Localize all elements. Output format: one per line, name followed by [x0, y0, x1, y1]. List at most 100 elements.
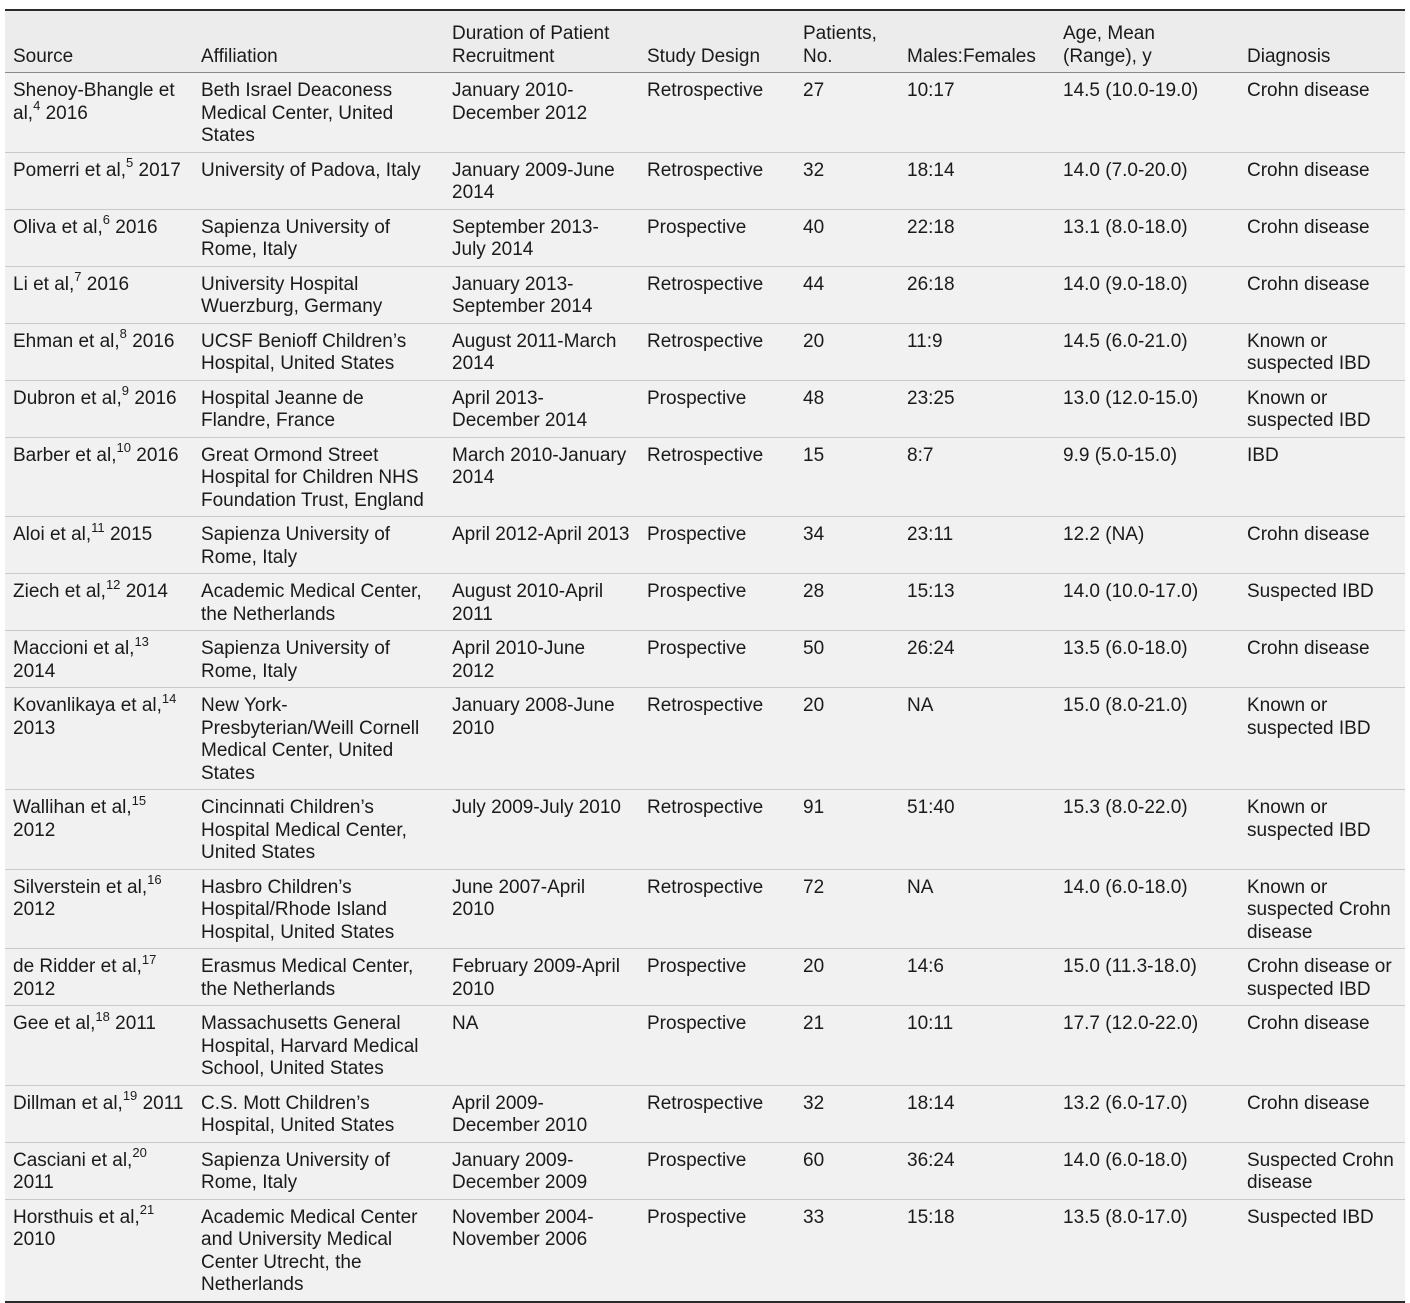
cell-duration: November 2004-November 2006 [452, 1206, 594, 1251]
source-year: 2016 [132, 330, 175, 352]
cell-duration: April 2012-April 2013 [452, 524, 630, 545]
cell-duration: April 2013-December 2014 [452, 387, 588, 432]
cell-diagnosis: Known or suspected IBD [1247, 330, 1371, 375]
cell-source: Wallihan et al,15 2012 [5, 790, 193, 870]
source-year: 2011 [13, 1172, 54, 1193]
cell-males-females: 10:17 [907, 80, 955, 101]
cell-source: Pomerri et al,5 2017 [5, 152, 193, 209]
cell-patients: 32 [803, 159, 825, 181]
cell-age: 14.0 (10.0-17.0) [1063, 581, 1199, 602]
cell-affiliation: C.S. Mott Children’s Hospital, United St… [201, 1092, 395, 1137]
cell-diagnosis: Crohn disease [1247, 1013, 1370, 1034]
cell-patients: 34 [803, 524, 825, 545]
cell-source: Maccioni et al,13 2014 [5, 631, 193, 688]
source-author: Horsthuis et al, [13, 1206, 140, 1228]
cell-affiliation: Massachusetts General Hospital, Harvard … [201, 1013, 419, 1079]
table-row: Aloi et al,11 2015 Sapienza University of… [5, 516, 1405, 574]
cell-source: Shenoy-Bhangle et al,4 2016 [5, 73, 193, 153]
source-reference-number: 8 [119, 326, 127, 342]
cell-source: Horsthuis et al,21 2010 [5, 1199, 193, 1302]
cell-age: 17.7 (12.0-22.0) [1063, 1013, 1199, 1034]
header-source: Source [13, 45, 74, 67]
cell-duration: August 2011-March 2014 [452, 330, 617, 375]
cell-age: 14.0 (6.0-18.0) [1063, 876, 1188, 898]
cell-duration: NA [452, 1013, 479, 1034]
cell-diagnosis: IBD [1247, 444, 1279, 466]
cell-study-design: Prospective [647, 1206, 747, 1228]
source-author: de Ridder et al, [13, 956, 142, 977]
cell-age: 13.1 (8.0-18.0) [1063, 216, 1188, 238]
source-year: 2016 [45, 102, 88, 124]
cell-diagnosis: Suspected IBD [1247, 581, 1374, 602]
cell-duration: August 2010-April 2011 [452, 581, 604, 625]
cell-source: de Ridder et al,17 2012 [5, 949, 193, 1006]
cell-patients: 20 [803, 330, 825, 352]
cell-age: 14.0 (9.0-18.0) [1063, 273, 1188, 295]
header-age: Age, Mean (Range), y [1063, 23, 1155, 67]
cell-study-design: Prospective [647, 1149, 747, 1171]
cell-males-females: 11:9 [907, 330, 943, 352]
cell-males-females: 18:14 [907, 159, 955, 181]
cell-source: Aloi et al,11 2015 [5, 517, 193, 574]
cell-affiliation: Sapienza University of Rome, Italy [201, 216, 391, 261]
cell-source: Dubron et al,9 2016 [5, 380, 193, 437]
source-year: 2016 [115, 216, 158, 238]
cell-age: 9.9 (5.0-15.0) [1063, 444, 1178, 466]
cell-diagnosis: Crohn disease [1247, 638, 1370, 659]
cell-affiliation: Beth Israel Deaconess Medical Center, Un… [201, 80, 394, 146]
source-year: 2017 [138, 159, 181, 181]
cell-age: 15.3 (8.0-22.0) [1063, 797, 1188, 818]
source-year: 2013 [13, 717, 56, 739]
cell-affiliation: Sapienza University of Rome, Italy [201, 638, 391, 682]
cell-males-females: 10:11 [907, 1013, 954, 1034]
cell-source: Ziech et al,12 2014 [5, 574, 193, 631]
cell-diagnosis: Crohn disease [1247, 159, 1370, 181]
source-year: 2012 [13, 978, 56, 1000]
table-row: Ehman et al,8 2016 UCSF Benioff Children’… [5, 323, 1405, 380]
table-row: Gee et al,18 2011 Massachusetts General H… [5, 1005, 1405, 1086]
cell-affiliation: Hospital Jeanne de Flandre, France [201, 387, 364, 432]
source-author: Ehman et al, [13, 330, 120, 352]
cell-affiliation: Hasbro Children’s Hospital/Rhode Island … [201, 876, 395, 943]
source-reference-number: 10 [116, 440, 131, 456]
source-author: Kovanlikaya et al, [13, 695, 162, 716]
cell-age: 14.0 (6.0-18.0) [1063, 1149, 1188, 1171]
cell-study-design: Retrospective [647, 80, 764, 101]
cell-patients: 32 [803, 1092, 825, 1114]
cell-patients: 27 [803, 80, 825, 101]
cell-source: Li et al,7 2016 [5, 266, 193, 323]
cell-males-females: 26:24 [907, 638, 955, 659]
source-reference-number: 6 [102, 212, 110, 228]
cell-patients: 28 [803, 581, 825, 602]
cell-diagnosis: Suspected IBD [1247, 1206, 1374, 1228]
source-reference-number: 18 [95, 1008, 110, 1024]
cell-duration: April 2010-June 2012 [452, 638, 586, 682]
source-year: 2016 [86, 273, 130, 295]
cell-age: 14.5 (10.0-19.0) [1063, 80, 1199, 101]
source-author: Oliva et al, [13, 216, 103, 238]
table-row: Li et al,7 2016 University Hospital Wuerz… [5, 266, 1405, 323]
source-reference-number: 19 [122, 1088, 138, 1104]
cell-patients: 50 [803, 638, 825, 659]
table-body: Shenoy-Bhangle et al,4 2016 Beth Israel D… [5, 72, 1405, 1302]
cell-age: 14.0 (7.0-20.0) [1063, 159, 1188, 181]
cell-source: Gee et al,18 2011 [5, 1006, 193, 1086]
source-author: Silverstein et al, [13, 876, 148, 898]
cell-study-design: Retrospective [647, 876, 764, 898]
cell-duration: July 2009-July 2010 [452, 797, 621, 818]
cell-duration: January 2010-December 2012 [452, 80, 588, 124]
cell-males-females: NA [907, 876, 934, 898]
cell-source: Dillman et al,19 2011 [5, 1085, 193, 1142]
cell-age: 13.5 (6.0-18.0) [1063, 638, 1188, 659]
cell-duration: April 2009-December 2010 [452, 1092, 588, 1137]
source-author: Aloi et al, [13, 524, 92, 545]
cell-affiliation: UCSF Benioff Children’s Hospital, United… [201, 330, 407, 375]
cell-males-females: 23:25 [907, 387, 955, 409]
cell-duration: January 2008-June 2010 [452, 695, 615, 739]
source-reference-number: 11 [91, 519, 105, 535]
cell-duration: January 2009-December 2009 [452, 1149, 588, 1194]
cell-study-design: Prospective [647, 387, 747, 409]
cell-diagnosis: Crohn disease [1247, 273, 1370, 295]
cell-study-design: Prospective [647, 581, 747, 602]
cell-diagnosis: Crohn disease or suspected IBD [1247, 956, 1392, 1000]
